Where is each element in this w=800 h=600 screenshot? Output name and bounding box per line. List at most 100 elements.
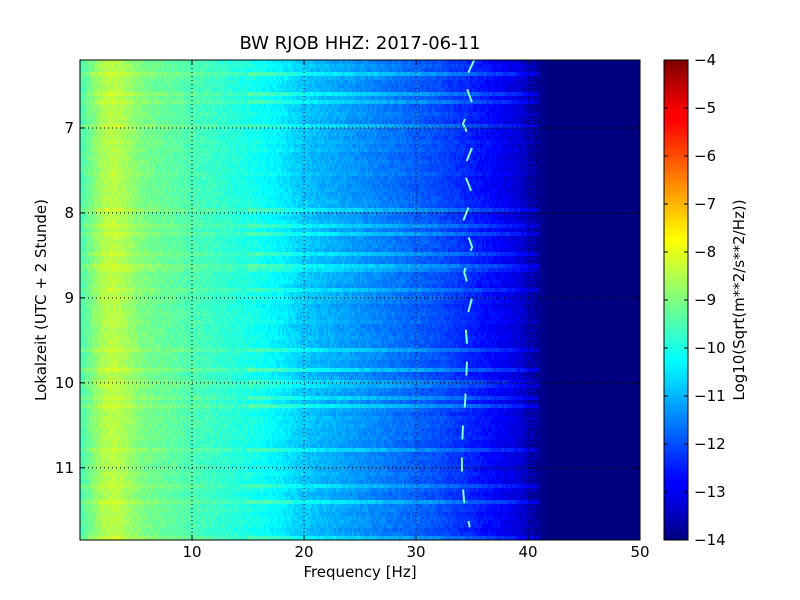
spectrogram-row (80, 232, 640, 236)
spectrogram-row (80, 92, 640, 96)
spectrogram-row (80, 320, 640, 324)
spectrogram-row (80, 152, 640, 156)
spectrogram-row (80, 476, 640, 480)
spectrogram-row (80, 528, 640, 532)
spectrogram-row (80, 240, 640, 244)
colorbar-tick-label: −13 (694, 483, 726, 501)
colorbar-tick-label: −5 (694, 99, 716, 117)
x-tick-label: 50 (630, 543, 649, 561)
spectrogram-row (80, 428, 640, 432)
spectrogram-row (80, 460, 640, 464)
spectrogram-row (80, 288, 640, 292)
spectrogram-row (80, 168, 640, 172)
spectrogram-row (80, 208, 640, 212)
spectrogram-row (80, 452, 640, 456)
x-axis-label: Frequency [Hz] (303, 563, 416, 581)
colorbar-tick-label: −9 (694, 291, 716, 309)
spectrogram-row (80, 100, 640, 104)
spectrogram-row (80, 380, 640, 384)
spectrogram-row (80, 488, 640, 492)
spectrogram-row (80, 468, 640, 472)
spectrogram-row (80, 328, 640, 332)
spectrogram-row (80, 272, 640, 276)
spectrogram-row (80, 440, 640, 444)
spectrogram-row (80, 300, 640, 304)
spectrogram-row (80, 136, 640, 140)
spectrogram-row (80, 364, 640, 368)
spectrogram-row (80, 72, 640, 76)
spectrogram-row (80, 268, 640, 272)
x-tick-label: 20 (294, 543, 313, 561)
spectrogram-row (80, 172, 640, 176)
spectrogram-row (80, 416, 640, 420)
colorbar-tick-label: −7 (694, 195, 716, 213)
spectrogram-row (80, 148, 640, 152)
spectrogram-row (80, 80, 640, 84)
x-tick-label: 30 (406, 543, 425, 561)
spectrogram-row (80, 336, 640, 340)
spectrogram-row (80, 496, 640, 500)
spectrogram-row (80, 472, 640, 476)
spectrogram-row (80, 76, 640, 80)
spectrogram-row (80, 120, 640, 124)
spectrogram-row (80, 180, 640, 184)
spectrogram-row (80, 512, 640, 516)
spectrogram-row (80, 360, 640, 364)
spectrogram-row (80, 444, 640, 448)
y-tick-label: 10 (55, 374, 74, 392)
colorbar-tick-label: −11 (694, 387, 726, 405)
spectrogram-row (80, 104, 640, 108)
spectrogram-row (80, 396, 640, 400)
spectrogram-row (80, 508, 640, 512)
spectrogram-row (80, 160, 640, 164)
spectrogram-row (80, 524, 640, 528)
spectrogram-row (80, 112, 640, 116)
spectrogram-row (80, 248, 640, 252)
spectrogram-row (80, 192, 640, 196)
spectrogram-row (80, 448, 640, 452)
spectrogram-row (80, 188, 640, 192)
spectrogram-row (80, 164, 640, 168)
spectrogram-row (80, 484, 640, 488)
chart-title: BW RJOB HHZ: 2017-06-11 (239, 33, 480, 54)
spectrogram-row (80, 144, 640, 148)
spectrogram-row (80, 184, 640, 188)
spectrogram-row (80, 308, 640, 312)
spectrogram-row (80, 408, 640, 412)
y-axis-label: Lokalzeit (UTC + 2 Stunde) (32, 199, 50, 401)
y-tick-label: 7 (64, 119, 74, 137)
spectrogram-row (80, 504, 640, 508)
spectrogram-row (80, 532, 640, 536)
spectrogram-row (80, 520, 640, 524)
spectrogram-row (80, 368, 640, 372)
spectrogram-row (80, 352, 640, 356)
colorbar-tick-label: −12 (694, 435, 726, 453)
spectrogram-row (80, 492, 640, 496)
spectrogram-row (80, 436, 640, 440)
spectrogram-row (80, 432, 640, 436)
spectrogram-row (80, 252, 640, 256)
spectrogram-row (80, 204, 640, 208)
spectrogram-row (80, 236, 640, 240)
spectrogram-row (80, 276, 640, 280)
spectrogram-row (80, 348, 640, 352)
spectrogram-row (80, 456, 640, 460)
spectrogram-row (80, 260, 640, 264)
y-tick-label: 8 (64, 204, 74, 222)
spectrogram-row (80, 284, 640, 288)
spectrogram-row (80, 480, 640, 484)
spectrogram-row (80, 216, 640, 220)
spectrogram-row (80, 424, 640, 428)
spectrogram-row (80, 88, 640, 92)
spectrogram-row (80, 132, 640, 136)
spectrogram-row (80, 392, 640, 396)
spectrogram-row (80, 332, 640, 336)
spectrogram-row (80, 196, 640, 200)
spectrogram-row (80, 64, 640, 68)
spectrogram-row (80, 412, 640, 416)
spectrogram-row (80, 156, 640, 160)
spectrogram-row (80, 324, 640, 328)
spectrogram-row (80, 344, 640, 348)
spectrogram-row (80, 280, 640, 284)
